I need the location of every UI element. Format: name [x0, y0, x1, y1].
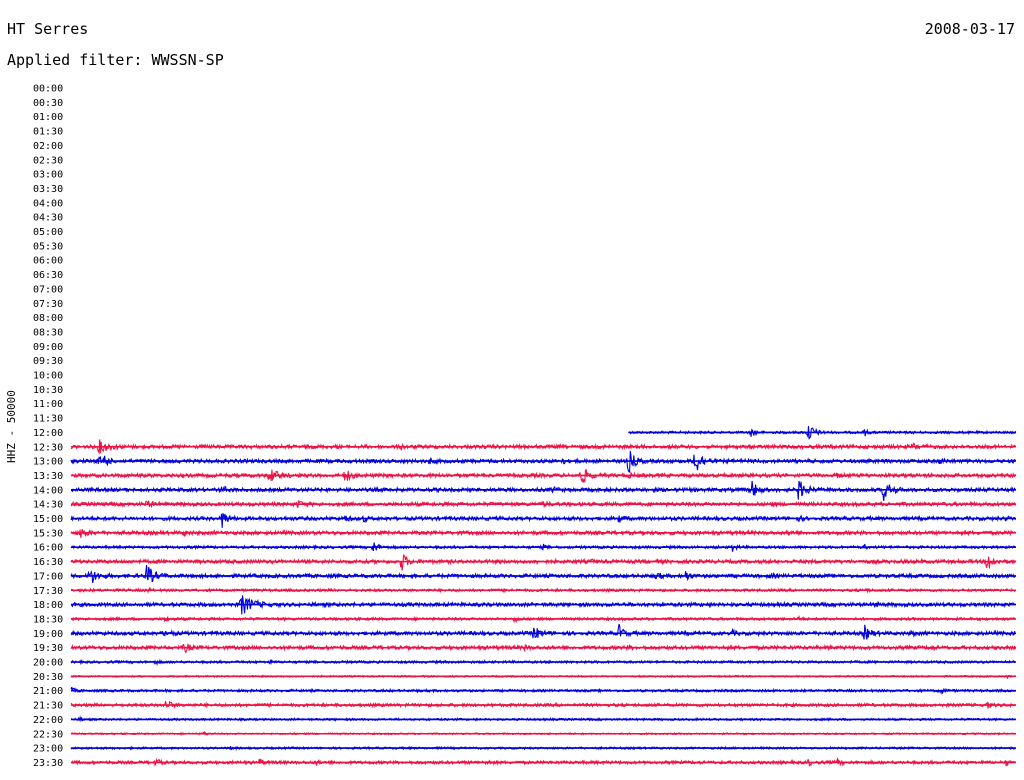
time-tick-label: 19:00	[33, 629, 63, 640]
time-tick-label: 07:30	[33, 299, 63, 310]
time-tick-label: 15:00	[33, 514, 63, 525]
time-tick-label: 03:30	[33, 184, 63, 195]
time-tick-label: 13:30	[33, 471, 63, 482]
time-tick-label: 00:30	[33, 98, 63, 109]
time-tick-label: 02:30	[33, 155, 63, 166]
date-label: 2008-03-17	[924, 20, 1015, 38]
time-tick-label: 06:00	[33, 256, 63, 267]
time-tick-label: 12:30	[33, 442, 63, 453]
time-tick-label: 23:30	[33, 758, 63, 769]
time-tick-label: 15:30	[33, 528, 63, 539]
trace-1400	[70, 480, 1016, 501]
time-tick-label: 05:30	[33, 241, 63, 252]
time-tick-label: 22:30	[33, 729, 63, 740]
time-tick-label: 02:00	[33, 141, 63, 152]
time-tick-label: 10:30	[33, 385, 63, 396]
time-tick-label: 21:00	[33, 686, 63, 697]
trace-1230	[70, 439, 1016, 455]
time-tick-label: 14:30	[33, 500, 63, 511]
trace-1700	[70, 564, 1016, 584]
time-tick-label: 17:00	[33, 571, 63, 582]
seismic-traces	[70, 426, 1017, 767]
time-tick-label: 16:30	[33, 557, 63, 568]
time-tick-label: 11:00	[33, 399, 63, 410]
time-tick-label: 01:30	[33, 127, 63, 138]
time-tick-label: 09:30	[33, 356, 63, 367]
time-tick-label: 18:30	[33, 614, 63, 625]
time-tick-label: 09:00	[33, 342, 63, 353]
time-tick-label: 21:30	[33, 701, 63, 712]
time-tick-label: 08:30	[33, 327, 63, 338]
time-tick-label: 23:00	[33, 744, 63, 755]
trace-1630	[70, 554, 1016, 571]
time-tick-label: 13:00	[33, 457, 63, 468]
time-tick-label: 04:30	[33, 213, 63, 224]
time-tick-label: 01:00	[33, 112, 63, 123]
trace-1900	[70, 623, 1016, 640]
time-tick-label: 10:00	[33, 371, 63, 382]
time-tick-label: 04:00	[33, 198, 63, 209]
time-tick-label: 12:00	[33, 428, 63, 439]
trace-1930	[70, 643, 1016, 654]
time-tick-label: 22:00	[33, 715, 63, 726]
time-tick-label: 11:30	[33, 414, 63, 425]
station-title: HT Serres	[7, 20, 89, 38]
trace-1430	[70, 499, 1016, 509]
time-tick-label: 20:30	[33, 672, 63, 683]
time-tick-label: 03:00	[33, 170, 63, 181]
time-tick-label: 20:00	[33, 658, 63, 669]
time-tick-labels: 00:00 00:30 01:00 01:30 02:00 02:30 03:00 03:30…	[33, 84, 63, 769]
time-tick-label: 00:00	[33, 84, 63, 95]
time-tick-label: 06:30	[33, 270, 63, 281]
time-tick-label: 08:00	[33, 313, 63, 324]
filter-label: Applied filter: WWSSN-SP	[7, 51, 224, 69]
time-tick-label: 14:00	[33, 485, 63, 496]
time-tick-label: 19:30	[33, 643, 63, 654]
time-tick-label: 07:00	[33, 284, 63, 295]
time-tick-label: 05:00	[33, 227, 63, 238]
time-tick-label: 17:30	[33, 586, 63, 597]
time-tick-label: 18:00	[33, 600, 63, 611]
trace-1500	[70, 513, 1016, 528]
time-tick-label: 16:00	[33, 543, 63, 554]
